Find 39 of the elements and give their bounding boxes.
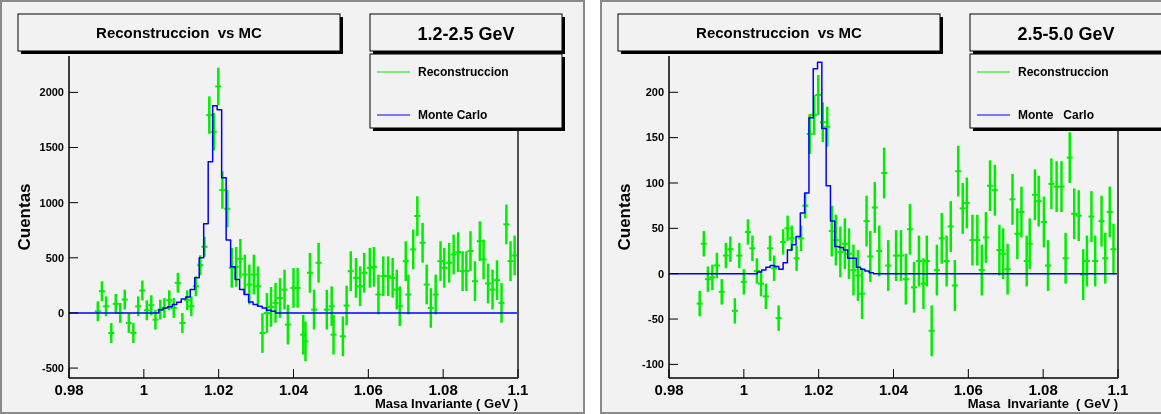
x-tick-label: 1.02 [204,381,234,398]
y-tick-label: 50 [651,222,664,235]
x-tick-label: 1.06 [353,381,383,398]
chart-title: Reconstruccion vs MC [96,24,263,41]
y-tick-label: 1500 [39,141,64,154]
x-tick-label: 1.08 [1028,381,1058,398]
y-tick-label: 100 [645,176,664,189]
x-tick-label: 1.04 [878,381,909,398]
y-tick-label: -500 [41,361,64,374]
x-tick-label: 1.02 [804,381,834,398]
y-axis-title: Cuentas [15,183,34,251]
y-tick-label: -50 [648,312,664,325]
y-tick-label: -100 [641,358,664,371]
legend-label: Reconstruccion [1018,65,1109,79]
y-tick-label: 0 [657,267,664,280]
legend-label: Monte Carlo [1018,108,1095,122]
x-tick-label: 1.08 [428,381,458,398]
legend-label: Reconstruccion [418,65,509,79]
y-tick-label: 0 [57,306,64,319]
x-tick-label: 1.1 [1107,381,1129,398]
y-axis-title: Cuentas [615,183,634,251]
y-tick-label: 2000 [39,86,64,99]
y-tick-label: 1000 [39,196,64,209]
chart-subtitle: 1.2-2.5 GeV [417,24,515,44]
x-tick-label: 1 [739,381,749,398]
y-tick-label: 150 [645,131,664,144]
y-tick-label: 200 [645,86,664,99]
y-tick-label: 500 [45,251,64,264]
x-axis-title: Masa Invariante ( GeV ) [967,396,1118,411]
legend-label: Monte Carlo [418,108,488,122]
x-axis-title: Masa Invariante ( GeV ) [374,396,518,411]
chart-title: Reconstruccion vs MC [696,24,863,41]
x-tick-label: 1.04 [278,381,309,398]
x-tick-label: 1 [139,381,149,398]
x-tick-label: 1.1 [507,381,529,398]
x-tick-label: 0.98 [54,381,84,398]
chart-subtitle: 2.5-5.0 GeV [1017,24,1115,44]
x-tick-label: 0.98 [654,381,684,398]
x-tick-label: 1.06 [953,381,983,398]
